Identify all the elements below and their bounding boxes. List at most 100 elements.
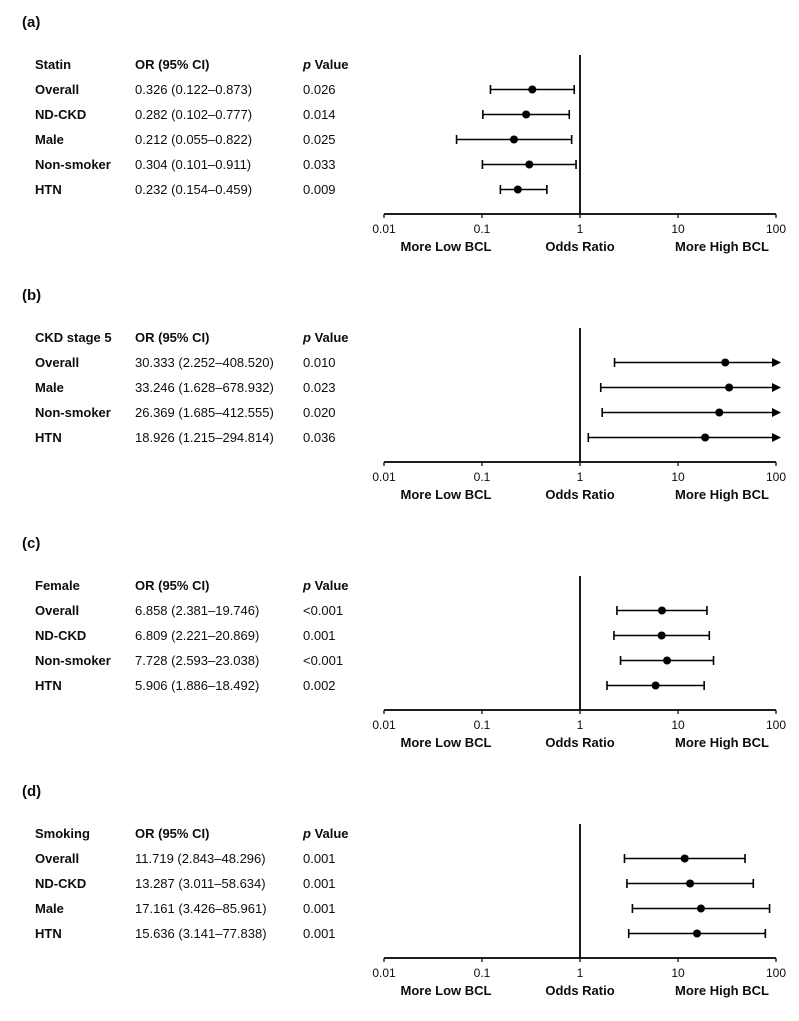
table-row: HTN 15.636 (3.141–77.838) 0.001: [35, 921, 370, 946]
row-name: Overall: [35, 82, 80, 97]
row-name: HTN: [35, 182, 62, 197]
row-name: HTN: [35, 926, 62, 941]
point-estimate: [721, 358, 730, 367]
point-estimate: [651, 681, 660, 690]
stats-table: CKD stage 5 OR (95% CI) p Value Overall 30.3…: [12, 326, 370, 450]
p-value-header: p Value: [303, 326, 369, 350]
point-estimate: [696, 904, 705, 913]
table-row: ND-CKD 0.282 (0.102–0.777) 0.014: [35, 102, 370, 127]
stats-table: Female OR (95% CI) p Value Overall 6.858 (2.…: [12, 574, 370, 698]
tick-label: 1: [577, 470, 584, 484]
caption-odds-ratio: Odds Ratio: [545, 487, 614, 502]
point-estimate: [657, 631, 666, 640]
ci-arrow-right: [772, 383, 781, 392]
point-estimate: [725, 383, 734, 392]
table-header-row: Smoking OR (95% CI) p Value: [35, 822, 370, 846]
or-ci-header: OR (95% CI): [135, 330, 210, 345]
plot-area: 0.01 0.1 1 10 100 More Low BCL Odds Ratio More …: [370, 574, 790, 759]
forest-plot: 0.01 0.1 1 10 100 More Low BCL Odds Ratio More …: [372, 55, 786, 254]
table-row: Male 17.161 (3.426–85.961) 0.001: [35, 896, 370, 921]
row-p-value: 0.001: [303, 901, 336, 916]
tick-label: 0.1: [474, 470, 491, 484]
row-or-ci: 6.858 (2.381–19.746): [135, 603, 260, 618]
or-ci-header: OR (95% CI): [135, 578, 210, 593]
stats-table: Smoking OR (95% CI) p Value Overall 11.719 (…: [12, 822, 370, 946]
row-or-ci: 6.809 (2.221–20.869): [135, 628, 260, 643]
row-name: Non-smoker: [35, 653, 111, 668]
p-value-header: p Value: [303, 53, 369, 77]
panel-body-a: Statin OR (95% CI) p Value Overall 0.326 (0.…: [12, 53, 793, 263]
table-row: Non-smoker 7.728 (2.593–23.038) <0.001: [35, 648, 370, 673]
row-name: Male: [35, 901, 64, 916]
tick-label: 0.01: [372, 718, 396, 732]
row-name: Non-smoker: [35, 157, 111, 172]
row-p-value: <0.001: [303, 603, 344, 618]
tick-label: 10: [671, 966, 685, 980]
point-estimate: [657, 606, 666, 615]
tick-label: 0.01: [372, 966, 396, 980]
table-row: HTN 0.232 (0.154–0.459) 0.009: [35, 177, 370, 202]
or-ci-header: OR (95% CI): [135, 57, 210, 72]
panel-body-c: Female OR (95% CI) p Value Overall 6.858 (2.…: [12, 574, 793, 759]
row-or-ci: 17.161 (3.426–85.961): [135, 901, 267, 916]
caption-more-low-bcl: More Low BCL: [401, 487, 492, 502]
caption-more-high-bcl: More High BCL: [675, 735, 769, 750]
caption-more-high-bcl: More High BCL: [675, 983, 769, 998]
point-estimate: [686, 879, 695, 888]
row-p-value: 0.009: [303, 182, 336, 197]
row-name: HTN: [35, 430, 62, 445]
table-row: Male 33.246 (1.628–678.932) 0.023: [35, 375, 370, 400]
point-estimate: [663, 656, 672, 665]
row-or-ci: 26.369 (1.685–412.555): [135, 405, 274, 420]
row-or-ci: 5.906 (1.886–18.492): [135, 678, 260, 693]
row-name: Male: [35, 132, 64, 147]
caption-more-low-bcl: More Low BCL: [401, 983, 492, 998]
group-header: CKD stage 5: [35, 330, 112, 345]
tick-label: 0.1: [474, 966, 491, 980]
p-italic-glyph: p: [303, 578, 311, 593]
row-name: ND-CKD: [35, 876, 87, 891]
or-ci-header: OR (95% CI): [135, 826, 210, 841]
forest-plot: 0.01 0.1 1 10 100 More Low BCL Odds Ratio More …: [372, 824, 786, 998]
tick-label: 0.1: [474, 718, 491, 732]
panel-body-b: CKD stage 5 OR (95% CI) p Value Overall 30.3…: [12, 326, 793, 511]
forest-panel-c: (c) Female OR (95% CI) p Value Overall 6.858 …: [12, 535, 793, 759]
caption-more-low-bcl: More Low BCL: [401, 735, 492, 750]
table-row: HTN 18.926 (1.215–294.814) 0.036: [35, 425, 370, 450]
table-row: Male 0.212 (0.055–0.822) 0.025: [35, 127, 370, 152]
row-or-ci: 0.326 (0.122–0.873): [135, 82, 253, 97]
panel-body-d: Smoking OR (95% CI) p Value Overall 11.719 (…: [12, 822, 793, 1007]
row-name: Overall: [35, 355, 80, 370]
point-estimate: [509, 135, 518, 144]
table-row: Overall 6.858 (2.381–19.746) <0.001: [35, 598, 370, 623]
forest-panel-b: (b) CKD stage 5 OR (95% CI) p Value Overall 3…: [12, 287, 793, 511]
row-p-value: <0.001: [303, 653, 344, 668]
row-name: Overall: [35, 603, 80, 618]
row-p-value: 0.026: [303, 82, 336, 97]
panel-label-b: (b): [22, 287, 42, 304]
panel-label-c: (c): [22, 535, 41, 552]
p-header-rest: Value: [310, 57, 349, 72]
caption-odds-ratio: Odds Ratio: [545, 983, 614, 998]
forest-panel-d: (d) Smoking OR (95% CI) p Value Overall 11.71…: [12, 783, 793, 1007]
point-estimate: [715, 408, 724, 417]
row-p-value: 0.023: [303, 380, 336, 395]
row-or-ci: 0.212 (0.055–0.822): [135, 132, 253, 147]
tick-label: 0.1: [474, 222, 491, 236]
p-italic-glyph: p: [303, 826, 311, 841]
caption-odds-ratio: Odds Ratio: [545, 735, 614, 750]
row-p-value: 0.001: [303, 851, 336, 866]
row-or-ci: 0.232 (0.154–0.459): [135, 182, 253, 197]
p-italic-glyph: p: [303, 57, 311, 72]
table-row: Overall 30.333 (2.252–408.520) 0.010: [35, 350, 370, 375]
tick-label: 100: [766, 222, 786, 236]
point-estimate: [522, 110, 531, 119]
row-or-ci: 13.287 (3.011–58.634): [135, 876, 266, 891]
row-or-ci: 33.246 (1.628–678.932): [135, 380, 274, 395]
plot-area: 0.01 0.1 1 10 100 More Low BCL Odds Ratio More …: [370, 326, 790, 511]
table-row: HTN 5.906 (1.886–18.492) 0.002: [35, 673, 370, 698]
row-name: ND-CKD: [35, 628, 87, 643]
point-estimate: [513, 185, 522, 194]
plot-area: 0.01 0.1 1 10 100 More Low BCL Odds Ratio More …: [370, 53, 790, 263]
